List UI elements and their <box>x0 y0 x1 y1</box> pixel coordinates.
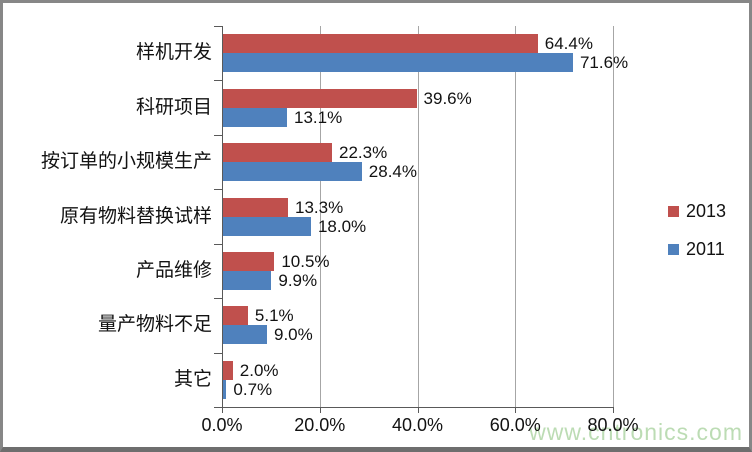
bar-value-label: 0.7% <box>233 379 273 399</box>
gridline <box>417 26 419 407</box>
category-label: 量产物料不足 <box>97 314 212 336</box>
y-axis-tick <box>214 26 222 27</box>
y-axis-tick <box>214 243 222 245</box>
bar-2013 <box>223 143 332 163</box>
bar-2013 <box>223 197 288 217</box>
bar-value-label: 9.0% <box>273 325 313 345</box>
category-label: 样机开发 <box>135 42 212 64</box>
bar-2011 <box>223 107 288 127</box>
bar-value-label: 64.4% <box>544 34 593 54</box>
bar-value-label: 39.6% <box>423 88 472 108</box>
category-label: 原有物料替换试样 <box>59 205 212 227</box>
category-label: 产品维修 <box>135 259 212 281</box>
legend-swatch-2011 <box>668 244 679 255</box>
y-axis-tick <box>214 80 222 82</box>
x-axis-line <box>222 407 614 408</box>
bar-2011 <box>223 162 362 182</box>
bar-value-label: 18.0% <box>317 216 367 236</box>
gridline <box>613 26 614 407</box>
gridline <box>515 26 517 407</box>
legend-swatch-2013 <box>668 206 679 217</box>
x-tick-label: 40.0% <box>391 415 444 435</box>
x-tick-label: 20.0% <box>294 415 346 435</box>
bar-2013 <box>223 34 538 54</box>
bar-value-label: 10.5% <box>281 251 330 271</box>
bar-value-label: 2.0% <box>239 360 279 380</box>
bar-2013 <box>223 251 275 271</box>
bar-2013 <box>223 88 417 108</box>
y-axis-tick <box>214 298 222 300</box>
bar-2011 <box>223 325 267 345</box>
legend: 2013 2011 <box>668 201 726 260</box>
bar-value-label: 9.9% <box>278 270 318 290</box>
y-axis-line <box>222 26 223 408</box>
bar-value-label: 22.3% <box>338 143 388 163</box>
gridline <box>319 26 321 407</box>
category-label: 其它 <box>173 368 212 390</box>
watermark-text: www.cntronics.com <box>529 419 743 445</box>
y-axis-tick <box>214 189 222 191</box>
x-tick-label: 60.0% <box>489 415 541 435</box>
legend-label: 2013 <box>686 201 727 221</box>
bar-2011 <box>223 379 227 399</box>
legend-entry-2011: 2011 <box>668 239 726 260</box>
bar-value-label: 13.1% <box>294 107 343 127</box>
y-axis-tick <box>214 407 222 408</box>
x-axis-tick <box>613 407 614 413</box>
legend-label: 2011 <box>686 239 725 259</box>
legend-entry-2013: 2013 <box>668 201 726 222</box>
category-label: 按订单的小规模生产 <box>40 151 212 173</box>
x-axis-tick <box>222 407 223 413</box>
category-label: 科研项目 <box>135 96 212 118</box>
bar-value-label: 5.1% <box>254 306 294 326</box>
bar-2011 <box>223 53 573 73</box>
x-tick-label: 80.0% <box>587 415 639 435</box>
bar-2011 <box>223 270 272 290</box>
bar-value-label: 13.3% <box>295 197 344 217</box>
plot-area: 64.4% 71.6% 39.6% 13.1% 22.3% 28.4% 13.3% 18.0%… <box>214 26 628 413</box>
bar-value-label: 28.4% <box>368 162 417 182</box>
bar-2013 <box>223 360 233 380</box>
x-axis-tick <box>515 407 517 413</box>
bar-value-label: 71.6% <box>579 53 629 73</box>
y-axis-tick <box>214 134 222 136</box>
bar-2013 <box>223 306 248 326</box>
x-axis-tick <box>319 407 321 413</box>
y-axis-tick <box>214 352 222 354</box>
x-axis-tick <box>417 407 419 413</box>
bar-2011 <box>223 216 311 236</box>
x-tick-label: 0.0% <box>201 415 243 435</box>
